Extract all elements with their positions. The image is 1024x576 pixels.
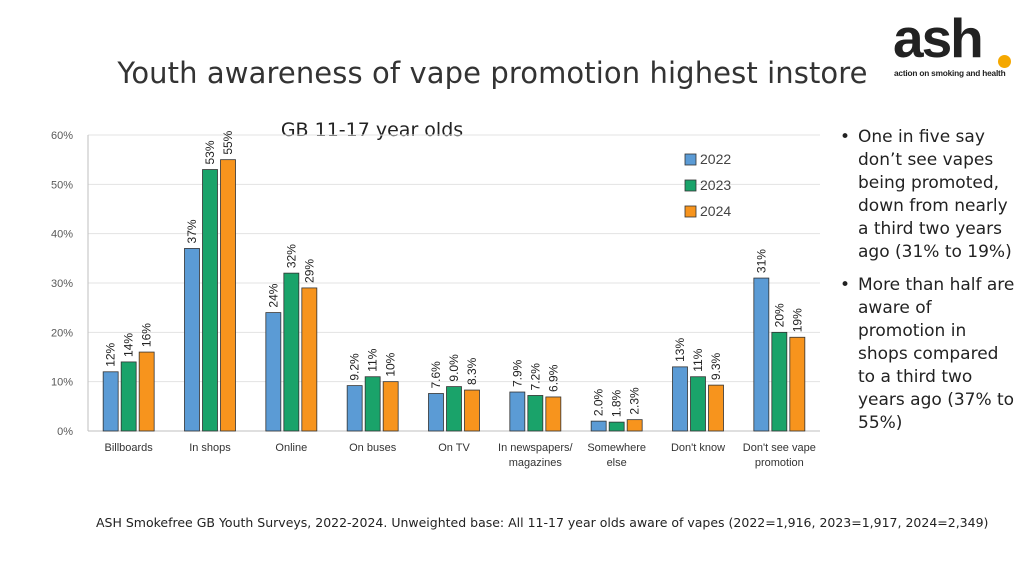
bar-2024: [220, 159, 236, 432]
data-label: 10%: [384, 352, 398, 376]
bar-2022: [509, 391, 526, 432]
bar-2024: [708, 384, 724, 432]
legend-label: 2022: [700, 151, 731, 167]
logo-tagline: action on smoking and health: [894, 68, 1006, 78]
bullet-item: • One in five say don’t see vapes being p…: [838, 126, 1018, 264]
data-label: 14%: [122, 333, 136, 357]
data-label: 55%: [221, 130, 235, 154]
x-tick-label: else: [607, 457, 627, 469]
bar-2022: [346, 385, 363, 432]
bar-2022: [428, 393, 444, 432]
x-tick-label: Don't know: [671, 442, 725, 454]
bullet-list: • One in five say don’t see vapes being p…: [838, 126, 1018, 445]
bullet-marker: •: [840, 127, 851, 147]
x-tick-label: In newspapers/: [498, 442, 574, 454]
x-tick-label: Don't see vape: [743, 442, 816, 454]
bar-2023: [283, 272, 300, 432]
y-tick-label: 40%: [51, 229, 73, 241]
bar-2023: [690, 376, 706, 432]
data-label: 20%: [772, 303, 786, 327]
bullet-text: One in five say don’t see vapes being pr…: [858, 127, 1012, 262]
data-label: 1.8%: [610, 389, 624, 417]
bar-2022: [184, 248, 200, 432]
bar-2023: [202, 169, 218, 432]
bar-2023: [364, 376, 381, 432]
x-tick-label: In shops: [189, 442, 231, 454]
bar-2023: [608, 421, 625, 432]
data-label: 12%: [104, 342, 118, 366]
bar-2024: [626, 419, 643, 432]
x-tick-label: On TV: [438, 442, 470, 454]
y-tick-label: 50%: [51, 179, 73, 191]
data-label: 7.9%: [510, 359, 524, 387]
data-label: 37%: [185, 219, 199, 243]
data-label: 11%: [366, 348, 380, 371]
bar-2023: [120, 361, 137, 432]
data-label: 9.3%: [709, 352, 723, 380]
logo-wordmark: ash: [893, 7, 984, 69]
x-tick-label: promotion: [755, 457, 804, 469]
footnote: ASH Smokefree GB Youth Surveys, 2022-202…: [96, 515, 989, 530]
slide-title: Youth awareness of vape promotion highes…: [117, 56, 868, 90]
data-label: 11%: [691, 348, 705, 371]
bullet-marker: •: [840, 275, 851, 295]
data-label: 53%: [203, 140, 217, 164]
y-tick-label: 20%: [51, 327, 73, 339]
bar-chart: GB 11-17 year olds 0% 10% 20% 30% 40% 50% 60% 12…: [51, 119, 820, 469]
data-label: 7.6%: [429, 361, 443, 389]
bar-2024: [789, 336, 806, 432]
data-label: 13%: [673, 338, 687, 362]
x-tick-label: Billboards: [105, 442, 154, 454]
bar-2023: [771, 331, 788, 432]
x-tick-label: Somewhere: [587, 442, 646, 454]
bullet-text: More than half are aware of promotion in…: [858, 275, 1015, 433]
data-label: 29%: [302, 259, 316, 283]
ash-logo: ash action on smoking and health: [893, 7, 1017, 84]
legend-label: 2024: [700, 203, 731, 219]
data-label: 31%: [754, 249, 768, 273]
x-tick-label: On buses: [349, 442, 397, 454]
bar-2022: [753, 277, 770, 432]
y-tick-label: 0%: [57, 426, 73, 438]
data-label: 16%: [140, 323, 154, 347]
y-tick-label: 10%: [51, 377, 73, 389]
data-label: 32%: [284, 244, 298, 268]
data-label: 2.3%: [628, 387, 642, 415]
data-label: 6.9%: [546, 364, 560, 392]
data-label: 9.0%: [447, 354, 461, 382]
data-label: 2.0%: [592, 388, 606, 416]
data-label: 19%: [790, 308, 804, 332]
legend-label: 2023: [700, 177, 731, 193]
chart-title: GB 11-17 year olds: [281, 119, 463, 141]
x-tick-label: Online: [275, 442, 307, 454]
data-label: 7.2%: [528, 363, 542, 391]
legend-swatch: [684, 153, 697, 166]
bullet-item: • More than half are aware of promotion i…: [838, 274, 1018, 435]
bar-2022: [102, 371, 119, 432]
legend-swatch: [684, 179, 697, 192]
bar-2022: [672, 366, 688, 432]
bar-2024: [464, 389, 480, 432]
data-label: 8.3%: [465, 357, 479, 385]
bar-2024: [545, 396, 562, 432]
bar-2024: [301, 287, 318, 432]
bar-2024: [138, 351, 155, 432]
y-tick-label: 60%: [51, 130, 73, 142]
x-tick-label: magazines: [509, 457, 563, 469]
legend-swatch: [684, 205, 697, 218]
data-label: 24%: [266, 283, 280, 307]
bar-2024: [382, 381, 399, 432]
bar-2022: [590, 420, 607, 432]
logo-dot: [998, 55, 1011, 68]
data-label: 9.2%: [348, 353, 362, 381]
y-tick-label: 30%: [51, 278, 73, 290]
bar-2022: [265, 312, 282, 432]
bar-2023: [446, 386, 462, 432]
bar-2023: [527, 395, 544, 432]
